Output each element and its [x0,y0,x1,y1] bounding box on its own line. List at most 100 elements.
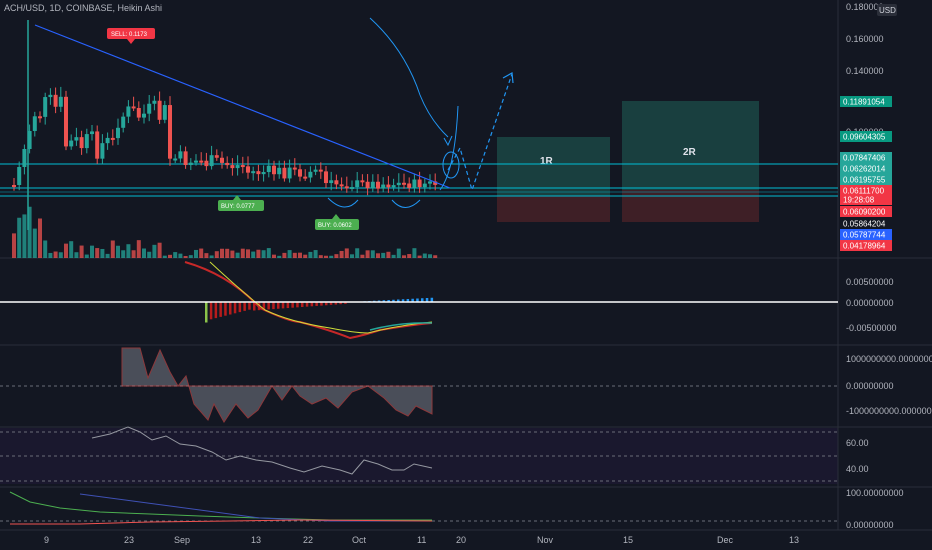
projection-arrow-head [502,72,514,84]
candle-body [105,137,110,144]
price-tag-label: 0.07847406 [843,154,886,163]
adx-axis-label: 0.00000000 [846,520,894,530]
candle-body [79,137,84,149]
loss-zone-1r [497,196,610,222]
buy-signal-pointer [332,214,340,219]
candle-body [110,137,115,140]
volume-bar [22,214,27,258]
candle-body [17,167,22,185]
macd-histogram-bar [253,302,256,311]
macd-histogram-bar [243,302,246,311]
price-tag-label: 0.06262014 [843,165,886,174]
volume-bar [272,254,276,258]
buy-signal-2[interactable]: BUY: 0.0602 [315,214,359,230]
buy-signal-1[interactable]: BUY: 0.0777 [218,195,264,211]
drawn-bottom-1 [327,197,359,208]
candle-body [157,100,162,120]
candle-body [313,169,318,172]
drawn-circle[interactable] [442,151,460,179]
volume-bar [69,241,74,258]
macd-histogram-bar [310,302,314,307]
adx-plus-line [9,491,432,521]
time-axis[interactable]: 9 23 Sep 13 22 Oct 11 20 Nov 15 Dec 13 [44,535,799,545]
volume-bar [381,252,386,258]
buy-signal-label: BUY: 0.0602 [318,223,352,229]
price-tag-box [840,131,892,142]
price-axis-label: 0.160000 [846,34,884,44]
price-tag-label: 0.05787744 [843,231,886,240]
macd-indicator [184,261,434,340]
candle-body [12,185,16,187]
candle-body [417,179,422,188]
candle-body [204,160,209,167]
drawn-bottom-2 [391,199,421,208]
osc-axis-label: 1000000000.00000000 [846,354,932,364]
macd-histogram-bar [272,302,275,310]
candle-body [334,180,339,185]
macd-histogram-bar [267,302,270,310]
macd-histogram-bar [205,302,208,323]
volume-bar [126,244,131,258]
macd-histogram-bar [233,302,237,314]
sell-signal[interactable]: SELL: 0.1173 [107,28,155,44]
macd-histogram-bar [219,302,222,317]
volume-bar [27,206,32,258]
candle-body [386,184,391,188]
price-tag-box [840,194,892,205]
price-tag-label: 0.04178964 [843,242,886,251]
candle-body [48,94,53,98]
volume-bar [412,248,417,258]
volume-bar [324,255,328,258]
adx-minus-line [10,519,433,525]
price-tag-box [840,240,892,251]
candle-body [64,96,68,147]
drawn-line [439,105,459,191]
sell-signal-label: SELL: 0.1173 [111,32,148,38]
rsi-band [0,428,838,484]
drawn-curve[interactable] [369,17,449,138]
sell-signal-box [107,28,155,39]
time-axis-label: 13 [251,535,261,545]
volume-bar [131,250,136,258]
time-axis-label: 15 [623,535,633,545]
macd-histogram-bar [315,302,318,306]
volume-bar [313,250,318,258]
candle-body [74,137,79,141]
volume-bar [376,253,380,258]
candle-body [396,182,401,186]
macd-histogram-bar [229,302,232,315]
volume-bar [12,233,16,258]
volume-bar [58,252,63,258]
price-tag-box [840,163,892,174]
candle-body [422,183,427,188]
candle-body [53,94,58,107]
adx-indicator [9,491,433,525]
price-tag-box [840,152,892,163]
downtrend-line[interactable] [34,24,451,189]
volume-bar [204,253,209,258]
candle-body [136,108,141,118]
currency-badge[interactable]: USD [877,4,897,16]
volume-bar [308,251,313,258]
volume-bar [147,251,152,258]
candle-body [246,166,250,173]
osc-axis-label: -1000000000.00000000 [846,406,932,416]
candle-body [402,182,406,185]
macd-histogram-bar [392,299,395,303]
candle-body [32,116,37,131]
volume-bar [370,250,375,258]
position-zone-2r[interactable]: 2R [622,101,759,222]
macd-line [209,261,433,334]
volume-bar [105,253,110,258]
buy-signal-label: BUY: 0.0777 [221,204,255,210]
volume-bar [100,248,105,258]
candle-body [116,127,120,139]
adx-axis-label: 100.00000000 [846,488,904,498]
candle-body [256,171,261,175]
macd-axis-label: -0.00500000 [846,323,897,333]
rsi-axis-label: 60.00 [846,438,869,448]
position-zone-1r[interactable]: 1R [497,137,610,222]
volume-bar [235,252,240,258]
macd-cross-line [369,322,433,331]
